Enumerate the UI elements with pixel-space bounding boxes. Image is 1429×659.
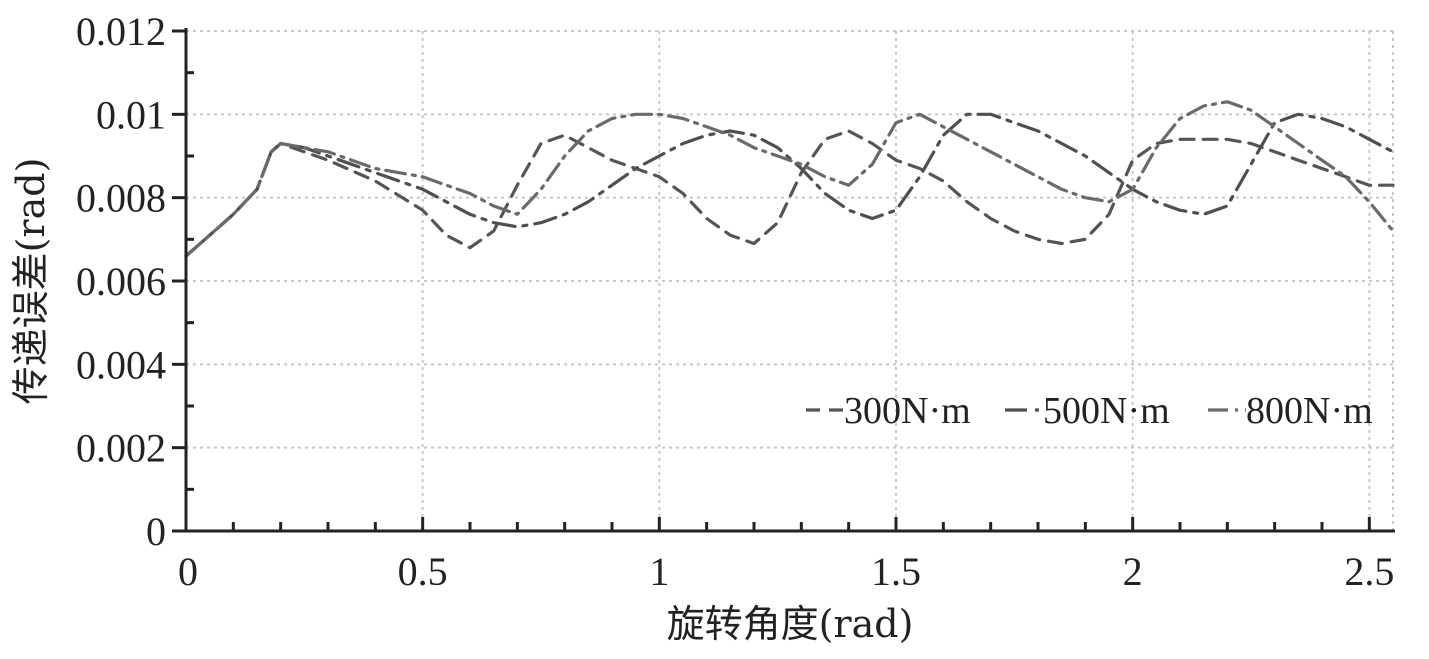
y-tick-label: 0 xyxy=(146,509,166,554)
legend-label-3: 800N·m xyxy=(1246,390,1373,432)
series-line-1 xyxy=(184,129,1395,258)
x-axis-label: 旋转角度(rad) xyxy=(667,602,914,646)
series-line-2 xyxy=(184,112,1395,258)
x-tick-label: 2 xyxy=(1123,549,1143,594)
y-tick-label: 0.002 xyxy=(76,426,166,471)
x-tick-label: 2.5 xyxy=(1344,549,1394,594)
y-axis-label: 传递误差(rad) xyxy=(9,158,53,405)
series-lines xyxy=(184,100,1395,258)
x-tick-label: 0.5 xyxy=(398,549,448,594)
legend-label-2: 500N·m xyxy=(1043,390,1170,432)
series-line-3 xyxy=(184,100,1395,258)
y-tick-label: 0.004 xyxy=(76,342,166,387)
y-tick-label: 0.008 xyxy=(76,176,166,221)
x-tick-label: 1 xyxy=(649,549,669,594)
legend-label-1: 300N·m xyxy=(844,390,971,432)
axes: 0 0.002 0.004 0.006 0.008 0.01 0.012 0 0.5 1 1.5 2 2… xyxy=(76,9,1395,594)
legend: 300N·m 500N·m 800N·m xyxy=(806,390,1373,432)
y-tick-label: 0.012 xyxy=(76,9,166,54)
y-tick-label: 0.006 xyxy=(76,259,166,304)
y-tick-label: 0.01 xyxy=(96,92,166,137)
x-tick-label: 1.5 xyxy=(871,549,921,594)
x-tick-label: 0 xyxy=(178,549,198,594)
grid xyxy=(186,30,1394,531)
